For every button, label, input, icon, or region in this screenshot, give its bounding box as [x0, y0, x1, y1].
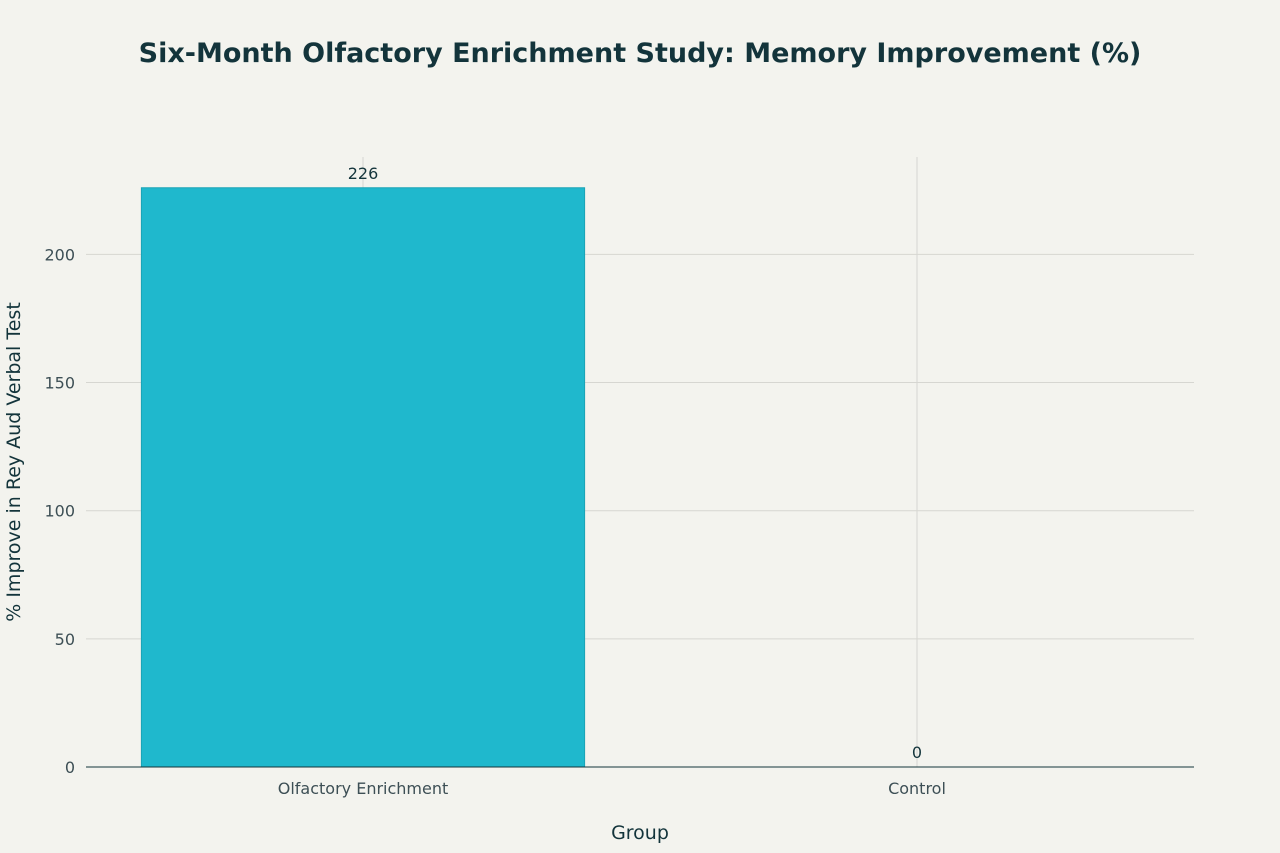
- x-tick-label-1: Control: [888, 779, 946, 798]
- y-tick-label-2: 100: [44, 502, 75, 521]
- y-axis-title: % Improve in Rey Aud Verbal Test: [3, 302, 25, 622]
- y-tick-label-4: 200: [44, 245, 75, 264]
- y-tick-label-0: 0: [65, 758, 75, 777]
- x-tick-label-0: Olfactory Enrichment: [278, 779, 449, 798]
- data-label-0: 226: [348, 164, 379, 183]
- chart-title: Six-Month Olfactory Enrichment Study: Me…: [139, 38, 1142, 69]
- bar-0: [140, 187, 586, 768]
- bar-layer: [140, 187, 586, 768]
- data-label-1: 0: [912, 743, 922, 762]
- y-tick-label-1: 50: [55, 630, 75, 649]
- x-axis-title: Group: [611, 822, 669, 844]
- y-tick-label-3: 150: [44, 374, 75, 393]
- label-layer: 226 0: [348, 164, 922, 762]
- axis-layer: 0 50 100 150 200 Olfactory Enrichment Control: [44, 245, 1194, 798]
